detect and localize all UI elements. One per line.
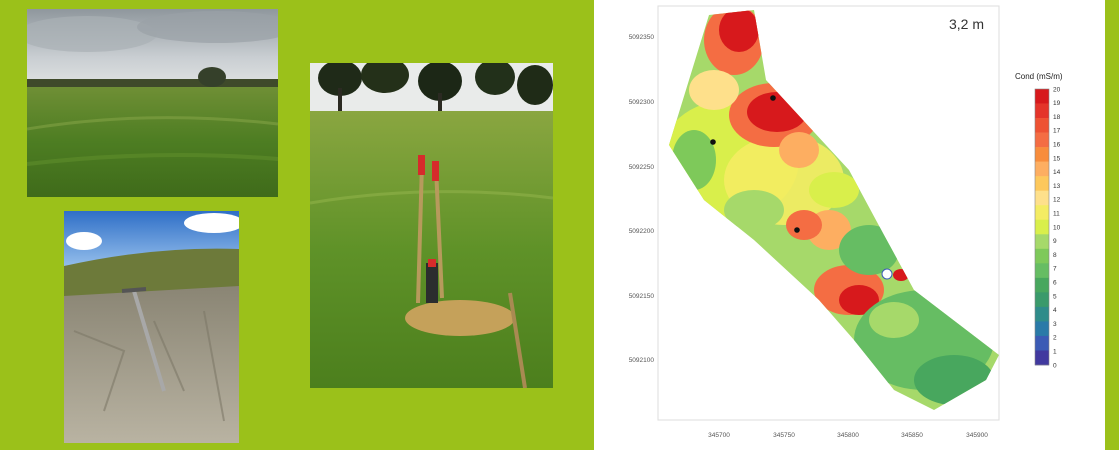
legend-tick-label: 11 [1053,211,1060,218]
legend-swatch [1035,306,1049,322]
y-tick-label: 5092300 [629,99,655,106]
legend-color-bar [1035,89,1049,366]
legend-swatch [1035,205,1049,221]
x-tick-label: 345700 [708,432,730,439]
x-tick-label: 345850 [901,432,923,439]
legend-swatch [1035,335,1049,351]
legend-swatch [1035,219,1049,235]
legend-swatch [1035,103,1049,119]
conductivity-map-panel: 3,2 m 5092350 5092300 5092250 5092200 50… [594,0,1105,450]
legend-swatch [1035,292,1049,308]
legend-tick-label: 10 [1053,224,1061,231]
legend-tick-label: 15 [1053,155,1061,162]
legend-tick-label: 12 [1053,197,1061,204]
y-tick-label: 5092250 [629,164,655,171]
legend-tick-label: 13 [1053,183,1061,190]
legend-tick-label: 9 [1053,238,1057,245]
y-tick-label: 5092200 [629,228,655,235]
probe-stakes-photo [310,63,553,388]
legend-tick-label: 2 [1053,335,1057,342]
depth-label: 3,2 m [949,16,984,32]
legend-tick-label: 20 [1053,86,1061,93]
legend-title: Cond (mS/m) [1015,72,1063,81]
legend-swatch [1035,321,1049,337]
legend-tick-label: 17 [1053,128,1061,135]
legend-tick-label: 3 [1053,321,1057,328]
x-tick-label: 345800 [837,432,859,439]
y-tick-label: 5092100 [629,357,655,364]
color-legend: Cond (mS/m) 2019181716151413121110987654… [1015,72,1063,369]
legend-tick-label: 7 [1053,266,1057,273]
legend-tick-label: 18 [1053,114,1061,121]
legend-swatch [1035,190,1049,206]
soil-profile-photo [64,211,239,443]
legend-tick-label: 14 [1053,169,1061,176]
legend-swatch [1035,161,1049,177]
legend-tick-label: 8 [1053,252,1057,259]
x-axis: 345700 345750 345800 345850 345900 [708,432,988,439]
legend-swatch [1035,234,1049,250]
legend-swatch [1035,118,1049,133]
legend-tick-label: 4 [1053,307,1057,314]
legend-swatch [1035,248,1049,264]
y-axis: 5092350 5092300 5092250 5092200 5092150 … [629,34,655,364]
legend-tick-label: 6 [1053,280,1057,287]
legend-swatch [1035,263,1049,279]
legend-swatch [1035,89,1049,104]
y-tick-label: 5092150 [629,293,655,300]
legend-tick-label: 1 [1053,349,1057,356]
grass-field-photo [27,9,278,197]
x-tick-label: 345900 [966,432,988,439]
legend-swatch [1035,350,1049,366]
x-tick-label: 345750 [773,432,795,439]
legend-tick-label: 5 [1053,293,1057,300]
legend-swatch [1035,277,1049,293]
legend-tick-label: 19 [1053,100,1061,107]
y-tick-label: 5092350 [629,34,655,41]
legend-tick-label: 16 [1053,142,1061,149]
legend-swatch [1035,176,1049,191]
legend-tick-label: 0 [1053,362,1057,369]
legend-swatch [1035,132,1049,148]
legend-swatch [1035,147,1049,162]
